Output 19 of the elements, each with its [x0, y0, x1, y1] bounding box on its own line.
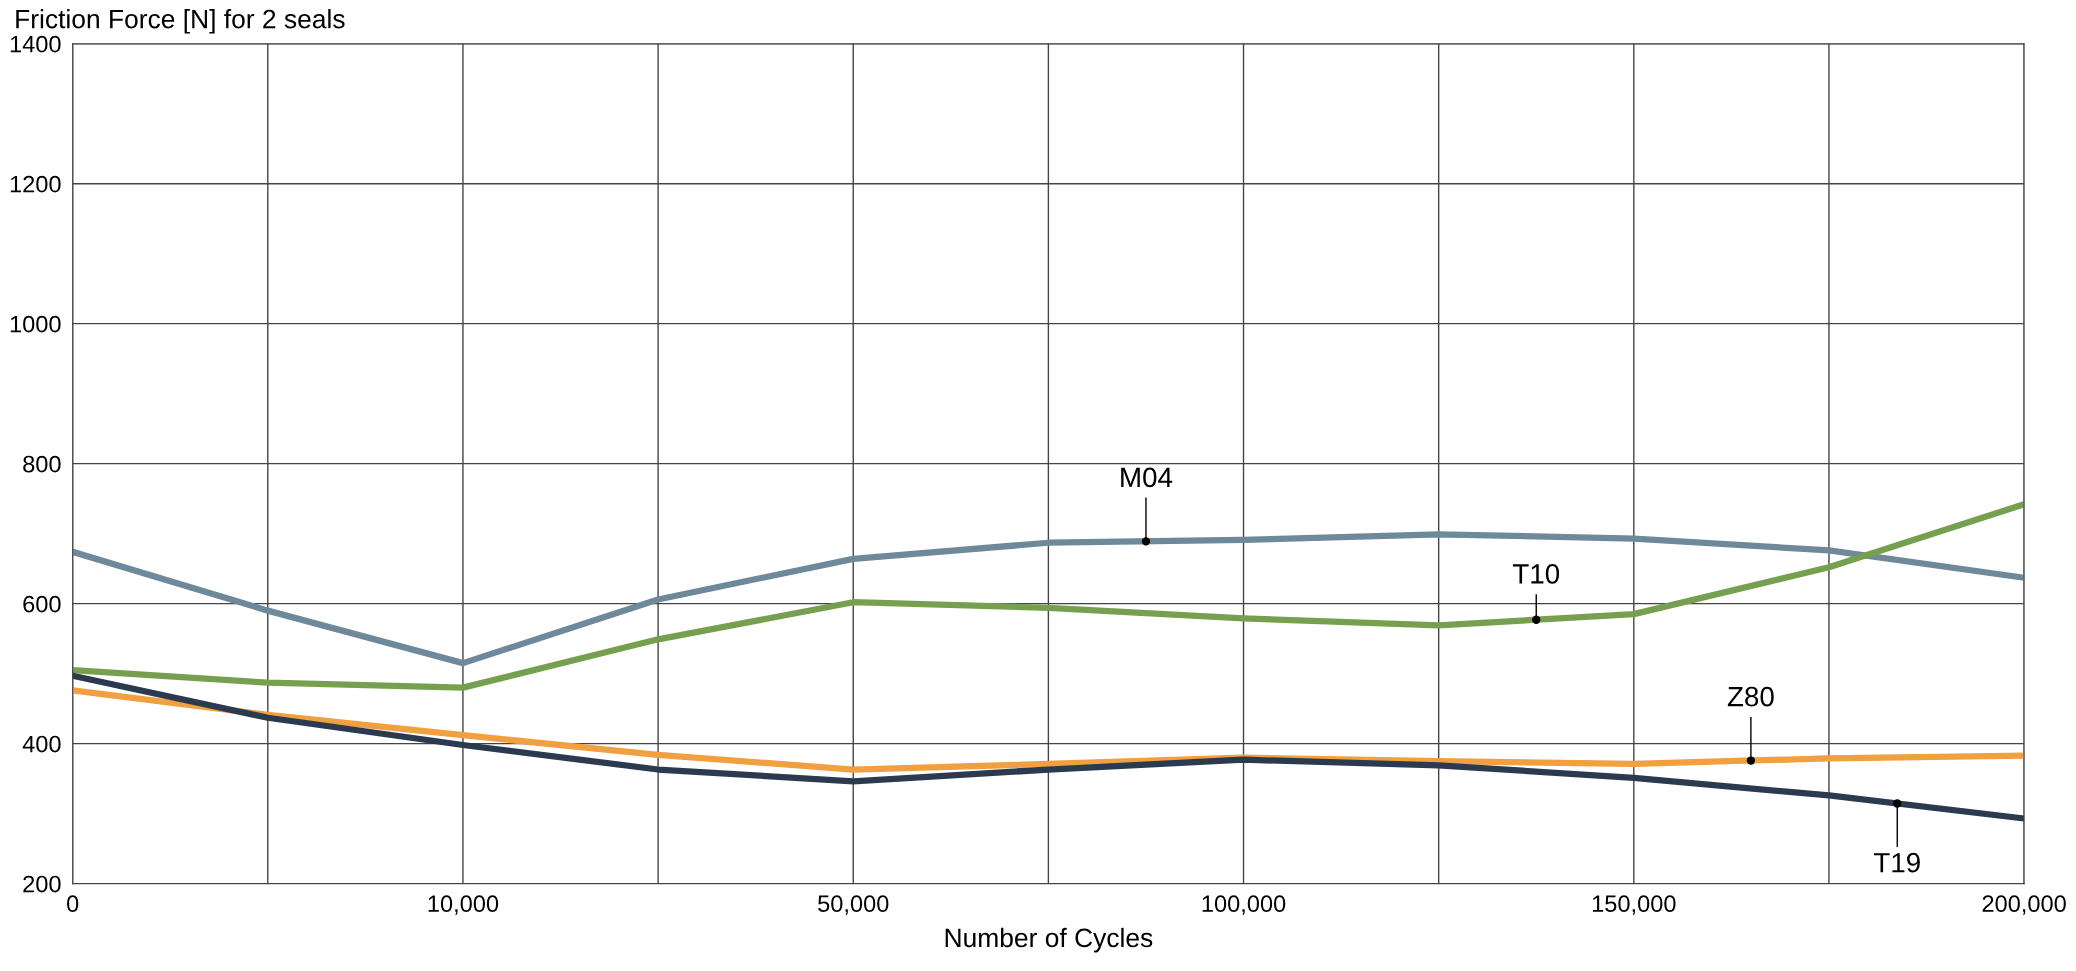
y-axis-title: Friction Force [N] for 2 seals — [16, 9, 345, 34]
y-tick-label: 600 — [23, 595, 61, 613]
series-label: T10 — [1512, 564, 1560, 584]
x-tick-label: 100,000 — [1202, 895, 1286, 915]
x-tick-label: 0 — [67, 895, 79, 913]
x-tick-label: 10,000 — [428, 895, 499, 915]
series-label: T19 — [1873, 852, 1920, 873]
y-tick-label: 400 — [22, 735, 61, 753]
y-tick-label: 800 — [23, 455, 61, 473]
y-tick-label: 1200 — [10, 175, 61, 193]
y-tick-label: 1000 — [10, 315, 61, 333]
x-axis-title: Number of Cycles — [945, 927, 1153, 953]
x-tick-label: 150,000 — [1592, 895, 1676, 915]
series-label: Z80 — [1727, 686, 1774, 707]
x-tick-label: 50,000 — [818, 895, 889, 915]
y-tick-label: 1400 — [10, 35, 61, 53]
series-label: M04 — [1121, 467, 1173, 488]
x-tick-label: 200,000 — [1982, 895, 2066, 915]
y-tick-label: 200 — [23, 875, 61, 893]
